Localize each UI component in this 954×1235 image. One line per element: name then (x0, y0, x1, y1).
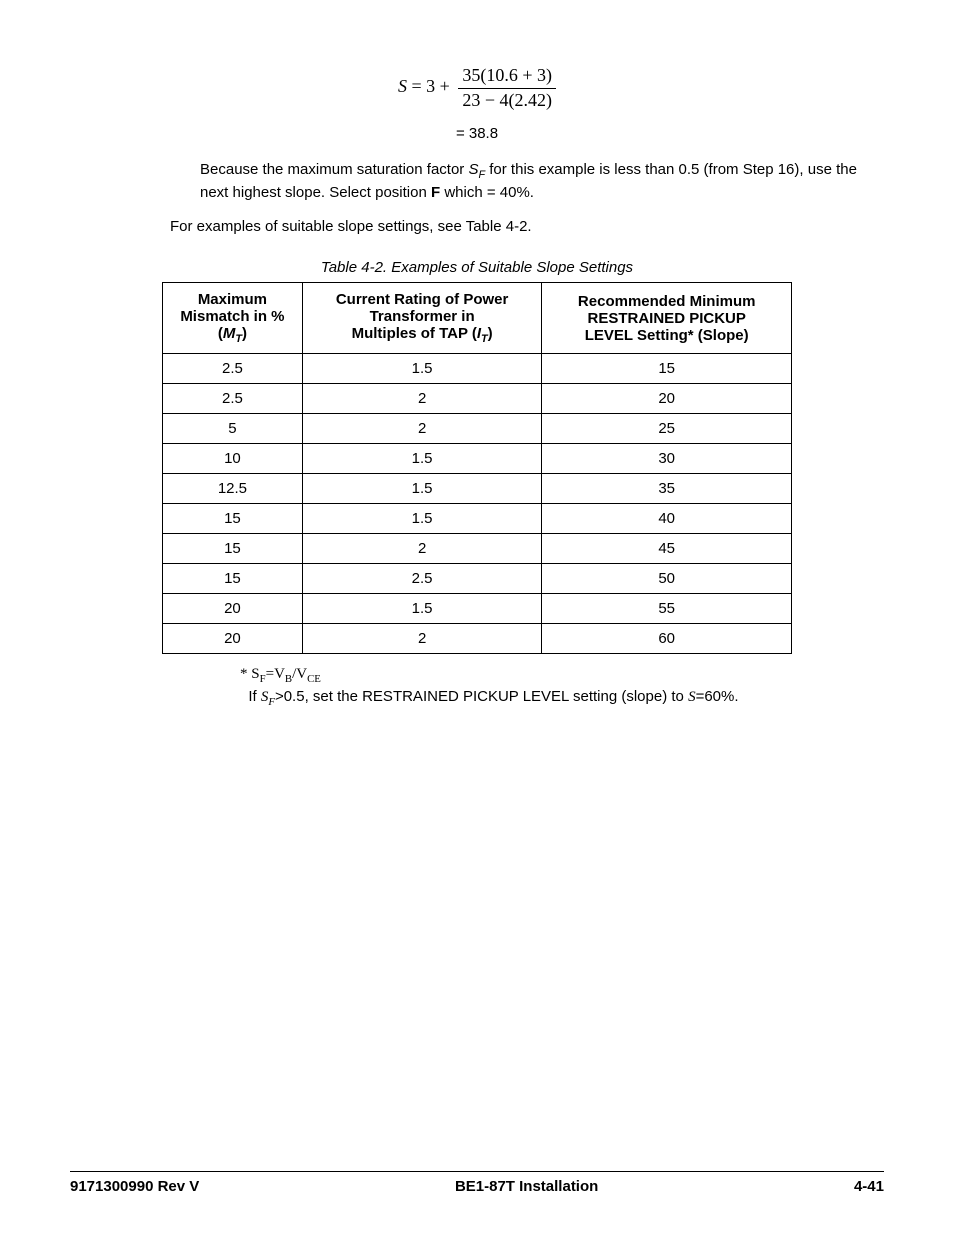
p1-sf: S (468, 161, 478, 178)
c3l3: LEVEL Setting* (Slope) (585, 327, 749, 344)
table-cell: 15 (163, 564, 303, 594)
table-cell: 15 (163, 534, 303, 564)
eq-const: 3 (426, 76, 435, 96)
table-row: 2.51.515 (163, 354, 792, 384)
table-cell: 25 (542, 414, 792, 444)
c2l3a: Multiples of TAP ( (352, 325, 477, 342)
footnote-line-2: If S F>0.5, set the RESTRAINED PICKUP LEV… (240, 687, 884, 710)
c2l3sub: T (481, 333, 488, 345)
col-header-2: Current Rating of Power Transformer in M… (302, 283, 542, 354)
table-header-row: Maximum Mismatch in % (MT) Current Ratin… (163, 283, 792, 354)
table-row: 20260 (163, 624, 792, 654)
page-footer: 9171300990 Rev V BE1-87T Installation 4-… (70, 1171, 884, 1195)
table-cell: 2 (302, 414, 542, 444)
table-row: 2.5220 (163, 384, 792, 414)
table-cell: 20 (163, 594, 303, 624)
fn1c: /V (292, 666, 307, 682)
table-row: 12.51.535 (163, 474, 792, 504)
col-header-1: Maximum Mismatch in % (MT) (163, 283, 303, 354)
fn2sfsub: F (268, 696, 275, 708)
c1l3sub: T (235, 333, 242, 345)
table-row: 151.540 (163, 504, 792, 534)
table-cell: 2.5 (163, 354, 303, 384)
table-cell: 45 (542, 534, 792, 564)
table-cell: 1.5 (302, 444, 542, 474)
fn1s3: CE (307, 673, 321, 685)
footer-row: 9171300990 Rev V BE1-87T Installation 4-… (70, 1178, 884, 1195)
fn2c: =60%. (696, 688, 739, 705)
table-cell: 1.5 (302, 474, 542, 504)
table-cell: 40 (542, 504, 792, 534)
table-cell: 2.5 (302, 564, 542, 594)
table-row: 152.550 (163, 564, 792, 594)
c3l1: Recommended Minimum (578, 293, 756, 310)
table-cell: 30 (542, 444, 792, 474)
c1l1: Maximum (198, 291, 267, 308)
table-row: 101.530 (163, 444, 792, 474)
table-body: 2.51.5152.52205225101.53012.51.535151.54… (163, 354, 792, 654)
page: S = 3 + 35(10.6 + 3) 23 − 4(2.42) = 38.8… (0, 0, 954, 1235)
table-cell: 50 (542, 564, 792, 594)
table-cell: 55 (542, 594, 792, 624)
footnote: * SF=VB/VCE If S F>0.5, set the RESTRAINE… (240, 664, 884, 709)
table-cell: 15 (163, 504, 303, 534)
col-header-3: Recommended Minimum RESTRAINED PICKUP LE… (542, 283, 792, 354)
equation-result: = 38.8 (70, 125, 884, 142)
equation-line: S = 3 + 35(10.6 + 3) 23 − 4(2.42) (70, 65, 884, 111)
slope-settings-table: Maximum Mismatch in % (MT) Current Ratin… (162, 282, 792, 654)
c1l3b: M (223, 325, 236, 342)
fn1a: * S (240, 666, 260, 682)
c1l3c: ) (242, 325, 247, 342)
table-caption: Table 4-2. Examples of Suitable Slope Se… (70, 259, 884, 276)
table-cell: 35 (542, 474, 792, 504)
footer-right: 4-41 (854, 1178, 884, 1195)
c2l3c: ) (488, 325, 493, 342)
fraction: 35(10.6 + 3) 23 − 4(2.42) (458, 65, 556, 111)
footer-left: 9171300990 Rev V (70, 1178, 199, 1195)
footnote-line-1: * SF=VB/VCE (240, 664, 884, 687)
eq-equals: = (412, 76, 422, 96)
fraction-numerator: 35(10.6 + 3) (458, 65, 556, 89)
table-cell: 2 (302, 534, 542, 564)
table-cell: 2.5 (163, 384, 303, 414)
table-cell: 2 (302, 624, 542, 654)
table-cell: 60 (542, 624, 792, 654)
table-cell: 12.5 (163, 474, 303, 504)
table-cell: 1.5 (302, 504, 542, 534)
table-cell: 1.5 (302, 354, 542, 384)
eq-lhs: S (398, 76, 407, 96)
table-cell: 15 (542, 354, 792, 384)
paragraph-1: Because the maximum saturation factor S F… (70, 160, 884, 203)
table-row: 15245 (163, 534, 792, 564)
table-row: 5225 (163, 414, 792, 444)
c2l2: Transformer in (370, 308, 475, 325)
fn1b: =V (266, 666, 285, 682)
c1l2: Mismatch in % (180, 308, 284, 325)
paragraph-2: For examples of suitable slope settings,… (70, 217, 884, 237)
p1-pos: F (431, 184, 440, 201)
table-cell: 20 (542, 384, 792, 414)
table-cell: 1.5 (302, 594, 542, 624)
p1-a: Because the maximum saturation factor (200, 161, 468, 178)
footer-rule (70, 1171, 884, 1172)
fn2a: If (240, 688, 261, 705)
fraction-denominator: 23 − 4(2.42) (458, 89, 556, 112)
table-cell: 10 (163, 444, 303, 474)
table-cell: 20 (163, 624, 303, 654)
c3l2: RESTRAINED PICKUP (588, 310, 746, 327)
fn2s: S (688, 689, 696, 705)
footer-center: BE1-87T Installation (455, 1178, 598, 1195)
eq-plus: + (440, 76, 450, 96)
table-row: 201.555 (163, 594, 792, 624)
p1-c: which = 40%. (440, 184, 534, 201)
equation: S = 3 + 35(10.6 + 3) 23 − 4(2.42) = 38.8 (70, 65, 884, 142)
fn2b: >0.5, set the RESTRAINED PICKUP LEVEL se… (275, 688, 688, 705)
c2l1: Current Rating of Power (336, 291, 509, 308)
table-cell: 5 (163, 414, 303, 444)
table-cell: 2 (302, 384, 542, 414)
